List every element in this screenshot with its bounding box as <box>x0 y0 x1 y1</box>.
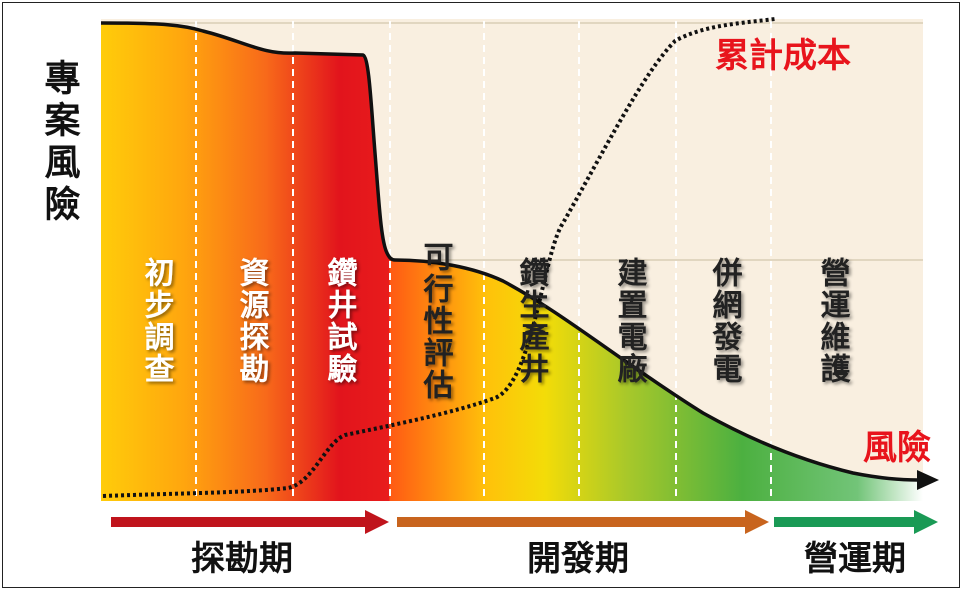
phase-label-exploration: 探勘期 <box>191 539 293 579</box>
stage-label-2: 鑽井試驗 <box>322 256 358 385</box>
cumulative-cost-label: 累計成本 <box>715 36 851 76</box>
stage-label-0: 初步調查 <box>139 257 175 385</box>
stage-label-7: 營運維護 <box>815 257 851 385</box>
stage-label-6: 併網發電 <box>707 256 744 385</box>
phase-arrow-exploration <box>111 510 389 534</box>
risk-label: 風險 <box>863 428 931 468</box>
risk-arrowhead <box>917 470 939 490</box>
stage-separators <box>195 21 772 509</box>
risk-area <box>101 23 923 501</box>
stage-label-5: 建置電廠 <box>612 257 648 385</box>
stage-labels: 初步調查 資源探勘 鑽井試驗 可行性評估 鑽生產井 建置電廠 併網發電 營運維護 <box>139 241 851 401</box>
phase-label-development: 開發期 <box>527 539 629 579</box>
phase-label-operation: 營運期 <box>804 539 906 579</box>
phase-arrow-operation <box>774 510 938 534</box>
y-axis-label: 專案風險 <box>39 59 81 227</box>
phase-arrow-development <box>397 510 769 534</box>
diagram-frame: 初步調查 資源探勘 鑽井試驗 可行性評估 鑽生產井 建置電廠 併網發電 營運維護… <box>2 2 960 588</box>
stage-label-3: 可行性評估 <box>418 241 455 401</box>
risk-curve <box>100 21 919 482</box>
stage-label-1: 資源探勘 <box>234 257 270 385</box>
stage-label-4: 鑽生產井 <box>514 256 550 385</box>
cumulative-cost-curve <box>102 17 776 498</box>
risk-cost-diagram: 初步調查 資源探勘 鑽井試驗 可行性評估 鑽生產井 建置電廠 併網發電 營運維護… <box>39 17 939 579</box>
